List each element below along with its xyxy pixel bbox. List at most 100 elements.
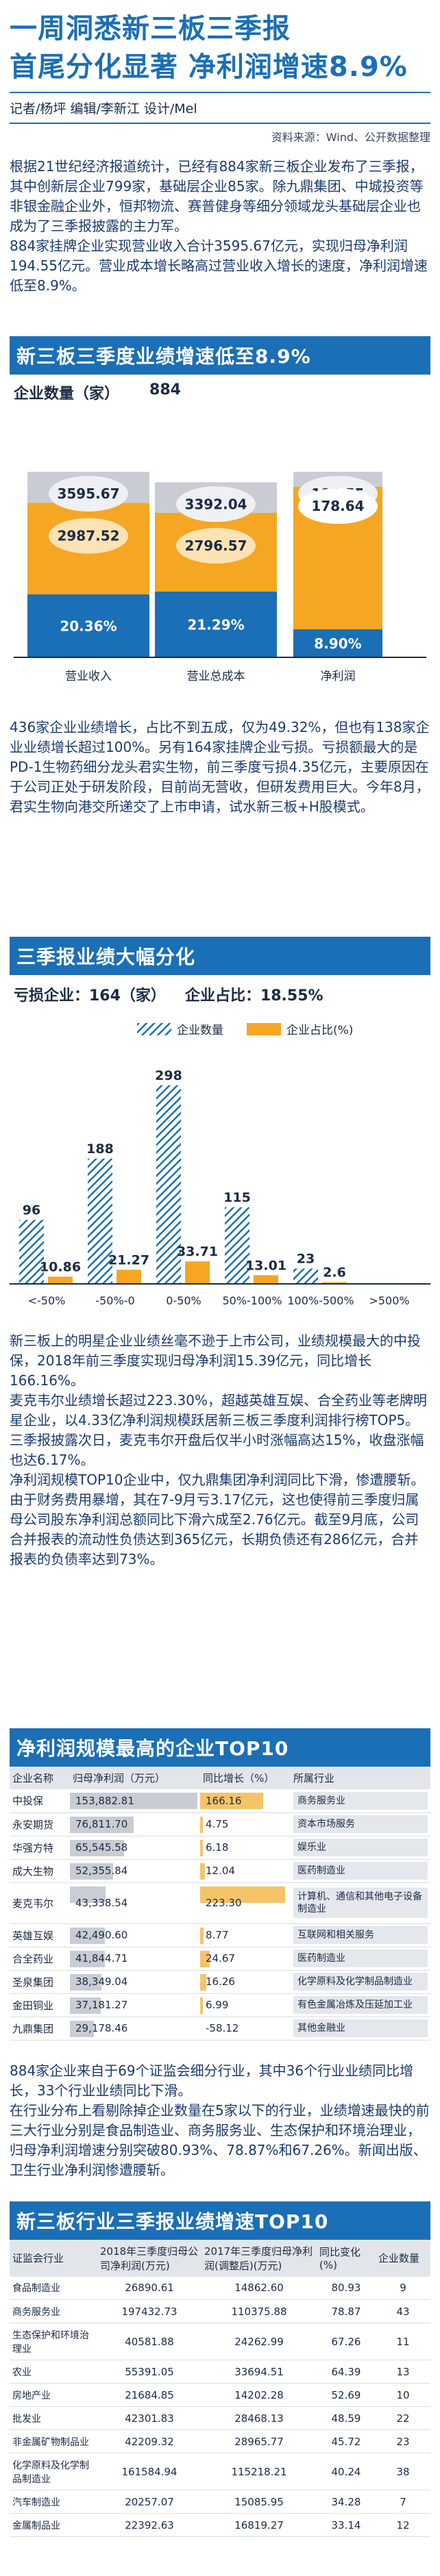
- analysis-text: 436家企业业绩增长，占比不到五成，仅为49.32%，但也有138家企业业绩增长…: [0, 718, 440, 937]
- column-header: 2017年三季度归母净利润(调整后)(万元): [201, 2239, 317, 2277]
- column-header: 同比变化(%): [317, 2239, 376, 2277]
- stars-paragraph: 净利润规模TOP10企业中，仅九鼎集团净利润同比下滑，惨遭腰斩。由于财务费用暴增…: [10, 1472, 425, 1567]
- yoy-change: 34.28: [317, 2490, 376, 2514]
- top10-profit-table: 企业名称 归母净利润（万元） 同比增长（%） 所属行业 中投保 153,882.8…: [10, 1767, 430, 2041]
- bar-series-3: [155, 592, 277, 657]
- headline-line-1: 一周洞悉新三板三季报: [10, 13, 291, 45]
- net-profit-value: 65,545.58: [75, 1841, 128, 1854]
- company-name: 圣泉集团: [10, 1970, 70, 1994]
- category-label: >500%: [369, 1294, 409, 1307]
- industry-name: 农业: [10, 2360, 97, 2384]
- industry-tag: 医药制造业: [293, 1862, 428, 1880]
- industry-cell: 资本市场服务: [291, 1813, 430, 1836]
- net-profit-value: 52,355.84: [75, 1865, 128, 1877]
- column-header: 证监会行业: [10, 2239, 97, 2277]
- industry-cell: 娱乐业: [291, 1836, 430, 1860]
- analysis-paragraph: 436家企业业绩增长，占比不到五成，仅为49.32%，但也有138家企业业绩增长…: [10, 719, 430, 815]
- industry-cell: 医药制造业: [291, 1859, 430, 1883]
- growth-value: 4.75: [206, 1818, 229, 1830]
- column-header: 企业数量: [376, 2239, 430, 2277]
- industry-cell: 医药制造业: [291, 1947, 430, 1971]
- net-profit-bar: [70, 2020, 94, 2037]
- legend-label-count: 企业数量: [177, 1024, 223, 1037]
- value-label-series-2-badge: [49, 518, 128, 554]
- table-header: 企业名称 归母净利润（万元） 同比增长（%） 所属行业: [10, 1767, 430, 1789]
- column-header: 归母净利润（万元）: [70, 1767, 200, 1789]
- industry-cell: 互联网和相关服务: [291, 1923, 430, 1947]
- ratio-label: 10.86: [40, 1259, 81, 1274]
- company-name: 成大生物: [10, 1859, 70, 1883]
- profit-2017: 28468.13: [201, 2406, 317, 2430]
- intro-text: 根据21世纪经济报道统计，已经有884家新三板企业发布了三季报，其中创新层企业7…: [0, 157, 440, 336]
- profit-2018: 20257.07: [97, 2490, 201, 2514]
- value-label-series-2-badge: [176, 528, 256, 564]
- net-profit-value: 37,181.27: [75, 1999, 128, 2011]
- company-name: 麦克韦尔: [10, 1882, 70, 1924]
- growth-bar: [200, 1950, 210, 1967]
- yoy-change: 45.72: [317, 2429, 376, 2453]
- net-profit-value: 76,811.70: [75, 1818, 128, 1830]
- profit-2017: 16819.27: [201, 2513, 317, 2537]
- net-profit-bar: [70, 1839, 124, 1856]
- industry-name: 生态保护和环境治理业: [10, 2323, 97, 2360]
- growth-cell: 223.30: [200, 1882, 291, 1924]
- yoy-change: 67.26: [317, 2323, 376, 2360]
- byline: 记者/杨坪 编辑/李新江 设计/Mel: [10, 92, 430, 124]
- company-name: 金田铜业: [10, 1993, 70, 2017]
- value-label-series-1-badge: [49, 476, 128, 512]
- company-count: 13: [376, 2360, 430, 2384]
- industry-tag: 其他金融业: [293, 2019, 428, 2037]
- net-profit-bar: [70, 1886, 106, 1903]
- section-title: 三季报业绩大幅分化: [10, 937, 430, 975]
- company-count: 43: [376, 2299, 430, 2323]
- bar-ratio: [254, 1275, 278, 1284]
- bar-count: [225, 1207, 249, 1284]
- bar-ratio: [117, 1270, 141, 1284]
- company-count: 7: [376, 2490, 430, 2514]
- yoy-change: 33.14: [317, 2513, 376, 2537]
- growth-cell: -58.12: [200, 2017, 291, 2041]
- company-name: 合全药业: [10, 1947, 70, 1971]
- yoy-change: 80.93: [317, 2276, 376, 2300]
- category-label: 营业收入: [65, 670, 112, 683]
- net-profit-value: 42,490.60: [75, 1929, 128, 1941]
- yoy-change: 64.39: [317, 2360, 376, 2384]
- stars-paragraph: 麦克韦尔业绩增长超过223.30%，超越英雄互娱、合全药业等老牌明星企业，以4.…: [10, 1392, 427, 1468]
- table-row: 化学原料及化学制品制造业 161584.94 115218.21 40.24 38: [10, 2453, 430, 2490]
- industry-name: 汽车制造业: [10, 2490, 97, 2514]
- table-row: 中投保 153,882.81 166.16 商务服务业: [10, 1789, 430, 1813]
- net-profit-value: 153,882.81: [75, 1794, 134, 1807]
- growth-bar: [200, 1973, 206, 1991]
- bar-count: [88, 1159, 112, 1284]
- performance-chart: 3595.67 2987.52 20.36% 营业收入 3392.04 2796.57 21…: [14, 472, 426, 683]
- net-profit-cell: 42,490.60: [70, 1923, 200, 1947]
- category-label: 50%-100%: [222, 1294, 282, 1307]
- count-label: 企业数量（家）: [14, 386, 120, 403]
- table-row: 非金属矿物制品业 42209.32 28965.77 45.72 23: [10, 2429, 430, 2453]
- growth-cell: 4.75: [200, 1813, 291, 1836]
- table-row: 生态保护和环境治理业 40581.88 24262.99 67.26 11: [10, 2323, 430, 2360]
- table-row: 华强方特 65,545.58 6.18 娱乐业: [10, 1836, 430, 1860]
- net-profit-cell: 43,338.54: [70, 1882, 200, 1924]
- growth-cell: 12.04: [200, 1859, 291, 1883]
- growth-value: 8.77: [206, 1929, 229, 1941]
- net-profit-value: 29,178.46: [75, 2022, 128, 2034]
- company-name: 中投保: [10, 1789, 70, 1813]
- stars-text: 新三板上的明星企业业绩丝毫不逊于上市公司，业绩规模最大的中投保，2018年前三季…: [0, 1331, 440, 1728]
- industry-paragraph: 在行业分布上看剔除掉企业数量在5家以下的行业，业绩增速最快的前三大行业分别是食品…: [10, 2101, 430, 2178]
- ratio-label: 13.01: [245, 1258, 286, 1273]
- headline: 一周洞悉新三板三季报 首尾分化显著 净利润增速8.9%: [0, 0, 440, 86]
- net-profit-cell: 65,545.58: [70, 1836, 200, 1860]
- net-profit-value: 41,844.71: [75, 1952, 128, 1965]
- net-profit-bar: [70, 1816, 134, 1833]
- ratio-label: 2.6: [323, 1265, 346, 1280]
- industry-tag: 有色金属冶炼及压延加工业: [293, 1996, 428, 2014]
- growth-bar: [200, 1927, 204, 1944]
- count-value: 884: [149, 381, 181, 399]
- profit-2018: 42209.32: [97, 2429, 201, 2453]
- company-name: 英雄互娱: [10, 1923, 70, 1947]
- loss-summary: 亏损企业：164（家） 企业占比：18.55%: [10, 975, 430, 1013]
- value-label-series-2: 2796.57: [184, 538, 247, 554]
- growth-value: 12.04: [206, 1865, 235, 1877]
- bar-series-3: [293, 629, 382, 657]
